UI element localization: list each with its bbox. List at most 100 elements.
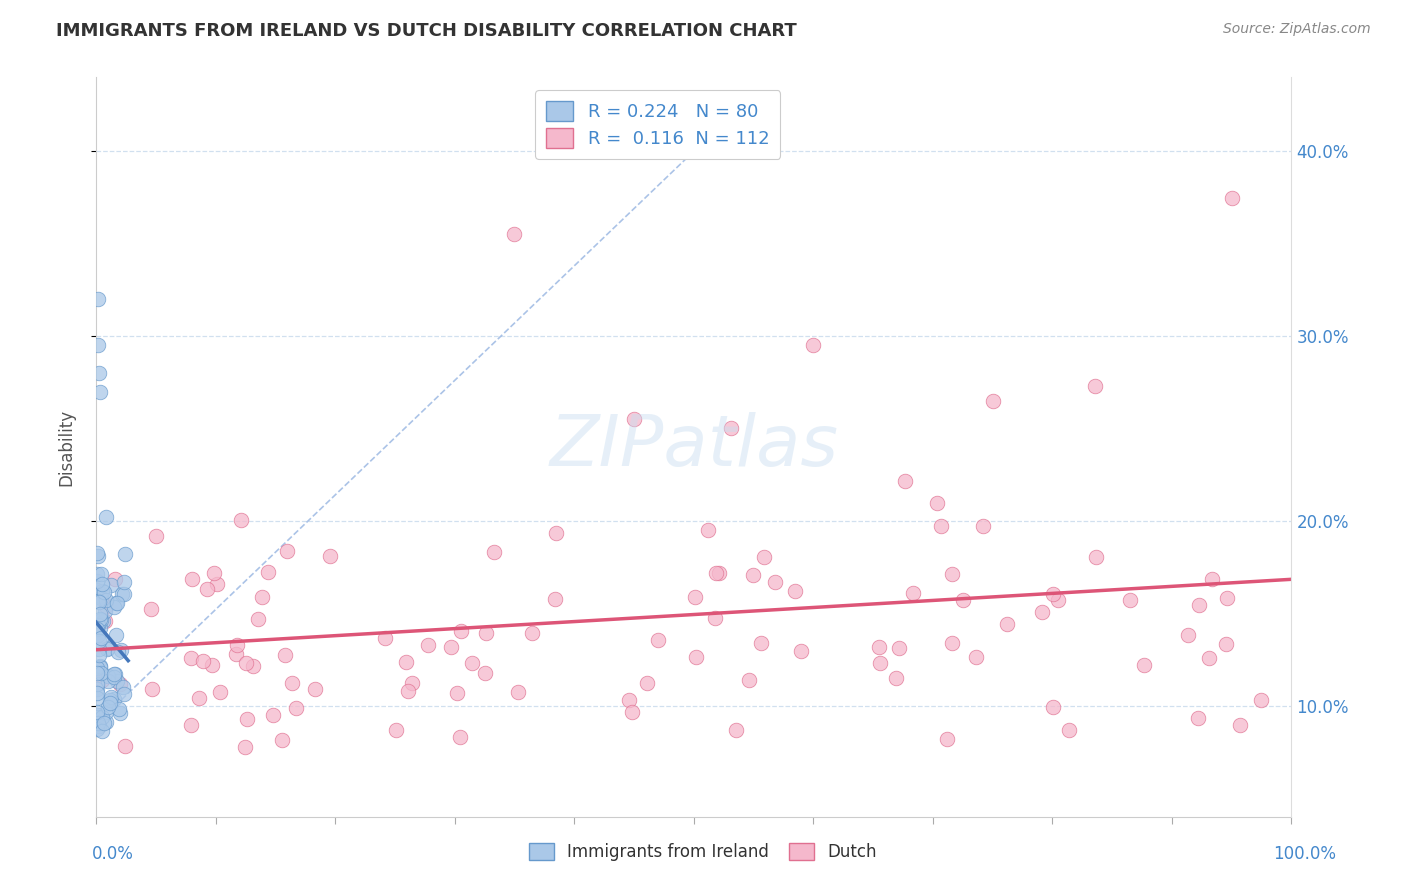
Point [709,566,731,581]
Point [484,545,506,559]
Point [936,732,959,747]
Point [1198,651,1220,665]
Point [100,692,122,706]
Text: Source: ZipAtlas.com: Source: ZipAtlas.com [1223,22,1371,37]
Point [105,673,128,688]
Point [86,707,108,722]
Point [257,566,280,580]
Point [86,574,108,588]
Point [401,675,423,690]
Point [929,519,952,533]
Point [1250,693,1272,707]
Point [90,577,112,591]
Text: IMMIGRANTS FROM IRELAND VS DUTCH DISABILITY CORRELATION CHART: IMMIGRANTS FROM IRELAND VS DUTCH DISABIL… [56,22,797,40]
Point [384,723,406,737]
Point [285,701,308,715]
Point [1084,379,1107,393]
Point [246,612,269,626]
Point [86,676,108,690]
Point [89,658,111,673]
Point [89,719,111,733]
Point [544,525,567,540]
Point [617,693,640,707]
Point [894,475,917,489]
Point [141,682,163,697]
Point [96,592,118,607]
Point [180,573,202,587]
Point [96,642,118,657]
Point [94,604,117,618]
Point [233,739,256,754]
Point [225,638,247,652]
Point [89,589,111,603]
Point [90,566,112,581]
Point [724,723,747,737]
Point [1133,657,1156,672]
Point [87,338,110,352]
Point [86,661,108,675]
Point [763,574,786,589]
Point [1177,628,1199,642]
Point [87,594,110,608]
Point [995,617,1018,632]
Point [105,596,128,610]
Point [94,510,117,524]
Point [242,659,264,673]
Point [93,614,115,628]
Point [235,712,257,726]
Point [274,648,297,662]
Point [89,634,111,648]
Point [112,680,135,694]
Point [1031,606,1053,620]
Point [112,687,135,701]
Point [91,673,114,687]
Point [86,546,108,560]
Point [104,596,127,610]
Point [201,658,224,673]
Point [104,666,127,681]
Point [1042,699,1064,714]
Point [754,549,776,564]
Point [1042,587,1064,601]
Point [86,682,108,697]
Point [91,710,114,724]
Point [103,599,125,614]
Point [87,628,110,642]
Point [97,700,120,714]
Point [1188,598,1211,612]
Point [461,657,484,671]
Point [202,566,225,580]
Point [1201,572,1223,586]
Point [191,654,214,668]
Point [111,587,134,601]
Point [620,705,643,719]
Point [103,667,125,681]
Point [737,673,759,688]
Point [91,583,114,598]
Point [108,702,131,716]
Point [98,696,121,710]
Point [1220,190,1243,204]
Point [395,655,418,669]
Point [225,647,247,661]
Point [450,624,472,638]
Point [783,584,806,599]
Point [93,715,115,730]
Point [952,592,974,607]
Point [1119,593,1142,607]
Point [396,684,419,698]
Point [188,691,211,706]
Y-axis label: Disability: Disability [58,409,75,485]
Point [93,585,115,599]
Point [972,518,994,533]
Point [110,706,132,720]
Point [474,666,496,681]
Point [89,607,111,621]
Point [89,621,111,635]
Point [86,567,108,582]
Point [235,657,257,671]
Point [114,739,136,753]
Point [86,710,108,724]
Point [506,685,529,699]
Point [697,523,720,537]
